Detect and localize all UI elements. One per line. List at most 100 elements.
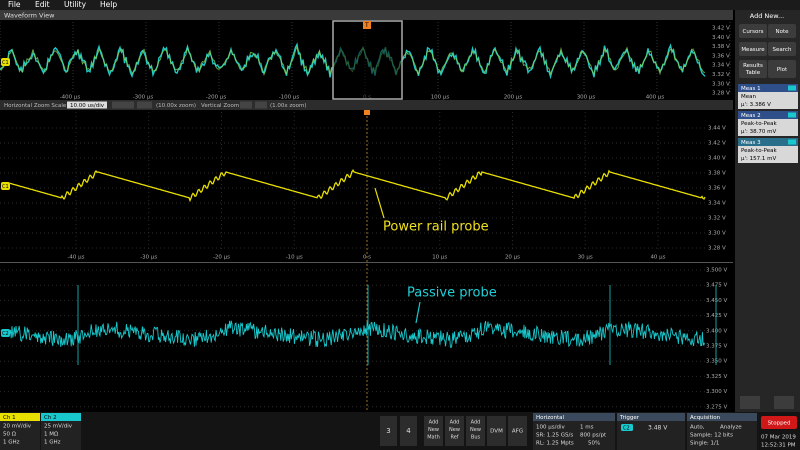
menu-item[interactable]: Edit: [35, 0, 50, 9]
sidebar-button[interactable]: [739, 24, 767, 38]
x-tick-label: 300 µs: [577, 95, 596, 101]
y-tick-label: 3.450 V: [706, 298, 727, 304]
menu-item[interactable]: Help: [100, 0, 117, 9]
y-tick-label: 3.40 V: [708, 156, 726, 162]
x-tick-label: 30 µs: [578, 255, 593, 261]
y-tick-label: 3.34 V: [712, 63, 730, 69]
meas-body: [738, 92, 798, 109]
add-button-label[interactable]: Ref: [450, 435, 458, 441]
trigger-marker-label: T: [364, 22, 369, 29]
sidebar-icon[interactable]: [774, 396, 794, 409]
time: 12:52:31 PM: [761, 443, 796, 449]
trigger-marker: [364, 110, 370, 115]
add-button-label[interactable]: Add: [450, 420, 460, 426]
sidebar-button-label[interactable]: Note: [775, 29, 789, 35]
tool-button-label[interactable]: AFG: [512, 429, 523, 435]
sidebar-button[interactable]: [768, 24, 796, 38]
add-button-label[interactable]: Add: [471, 420, 481, 426]
y-tick-label: 3.36 V: [708, 186, 726, 192]
view-title: Waveform View: [4, 12, 55, 20]
x-tick-label: -30 µs: [140, 255, 157, 261]
add-button-label[interactable]: Bus: [471, 435, 481, 441]
x-tick-label: -40 µs: [67, 255, 84, 261]
add-button[interactable]: [424, 416, 443, 446]
meas-body: [738, 119, 798, 136]
tool-button-label[interactable]: DVM: [490, 429, 503, 435]
x-tick-label: -100 µs: [279, 95, 300, 101]
zoom-button: [255, 101, 267, 109]
y-tick-label: 3.425 V: [706, 313, 727, 319]
power-rail-trace: [9, 168, 706, 203]
status-label[interactable]: Stopped: [768, 421, 791, 427]
v-zoom: (1.00x zoom): [270, 103, 307, 109]
menu-item[interactable]: File: [8, 0, 21, 9]
add-button-label[interactable]: New: [470, 427, 481, 433]
horizontal-record: 1 ms: [580, 425, 594, 431]
menu-item[interactable]: Utility: [64, 0, 87, 9]
zoom-scale-label: Horizontal Zoom Scale: [4, 103, 67, 109]
meas-name: Meas 2: [741, 113, 761, 119]
meas-header[interactable]: [738, 138, 798, 146]
sidebar-button[interactable]: [739, 60, 767, 78]
add-button-label[interactable]: New: [428, 427, 439, 433]
channel-badge-label: C1: [2, 184, 9, 190]
sidebar-button[interactable]: [768, 60, 796, 78]
sidebar-icon[interactable]: [740, 396, 760, 409]
y-tick-label: 3.28 V: [708, 246, 726, 252]
channel-badge: [1, 182, 10, 190]
meas-type: Peak-to-Peak: [741, 148, 778, 154]
horizontal-header: [533, 413, 615, 421]
passive-probe-trace: [7, 320, 706, 348]
acquisition-header: [687, 413, 757, 421]
channel-button[interactable]: [400, 416, 417, 446]
sidebar-button-label[interactable]: Measure: [741, 47, 765, 53]
meas-value: µ': 38.70 mV: [741, 129, 776, 135]
channel-impedance: 50 Ω: [3, 432, 16, 438]
add-button-label[interactable]: Add: [429, 420, 439, 426]
channel-bandwidth: 1 GHz: [3, 440, 20, 446]
channel-header: [41, 413, 81, 421]
zoom-scale-box[interactable]: [67, 101, 107, 109]
meas-header[interactable]: [738, 111, 798, 119]
y-tick-label: 3.30 V: [712, 81, 730, 87]
channel-button[interactable]: [380, 416, 397, 446]
zoom-scale-value: 10.00 us/div: [70, 103, 105, 109]
trigger-level: 3.48 V: [648, 425, 668, 432]
trigger-title: Trigger: [619, 415, 640, 421]
meas-header[interactable]: [738, 84, 798, 92]
sidebar-title: Add New...: [750, 12, 784, 20]
acquisition-analyze: Analyze: [720, 425, 742, 431]
horizontal-rl: RL: 1.25 Mpts: [536, 441, 574, 447]
channel-scale: 20 mV/div: [3, 424, 32, 430]
acquisition-single: Single: 1/1: [690, 441, 719, 447]
zoom-box: [332, 20, 403, 100]
add-button-label[interactable]: New: [449, 427, 460, 433]
sidebar-button-label[interactable]: Results Table: [743, 63, 763, 76]
x-tick-label: -200 µs: [206, 95, 227, 101]
status-button[interactable]: [761, 416, 797, 429]
add-button-label[interactable]: Math: [427, 435, 440, 441]
annotation-arrow: [415, 301, 421, 324]
add-button[interactable]: [445, 416, 464, 446]
acquisition-sample: Sample: 12 bits: [690, 433, 733, 439]
y-tick-label: 3.28 V: [712, 91, 730, 97]
channel-badge-label: C1: [2, 60, 9, 66]
channel-button-label[interactable]: 3: [386, 427, 390, 435]
sidebar-button[interactable]: [739, 42, 767, 56]
tool-button[interactable]: [487, 416, 506, 446]
meas-value: µ': 157.1 mV: [741, 156, 776, 162]
sidebar-button[interactable]: [768, 42, 796, 56]
channel-bandwidth: 1 GHz: [44, 440, 61, 446]
y-tick-label: 3.32 V: [708, 216, 726, 222]
x-tick-label: -400 µs: [60, 95, 81, 101]
sidebar-button-label[interactable]: Cursors: [743, 29, 764, 35]
add-button[interactable]: [466, 416, 485, 446]
y-tick-label: 3.34 V: [708, 201, 726, 207]
tool-button[interactable]: [508, 416, 527, 446]
y-tick-label: 3.40 V: [712, 35, 730, 41]
sidebar-button-label[interactable]: Search: [773, 47, 792, 53]
channel-button-label[interactable]: 4: [406, 427, 411, 435]
x-tick-label: 200 µs: [504, 95, 523, 101]
x-tick-label: 400 µs: [646, 95, 665, 101]
sidebar-button-label[interactable]: Plot: [777, 67, 788, 73]
